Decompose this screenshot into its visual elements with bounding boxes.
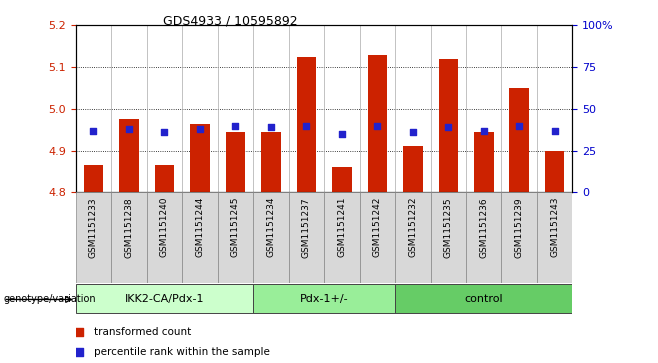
- FancyBboxPatch shape: [111, 192, 147, 283]
- FancyBboxPatch shape: [253, 284, 395, 313]
- FancyBboxPatch shape: [218, 192, 253, 283]
- FancyBboxPatch shape: [76, 284, 253, 313]
- FancyBboxPatch shape: [289, 192, 324, 283]
- FancyBboxPatch shape: [324, 192, 359, 283]
- FancyBboxPatch shape: [253, 192, 289, 283]
- Text: percentile rank within the sample: percentile rank within the sample: [93, 347, 270, 357]
- Point: [230, 123, 241, 129]
- FancyBboxPatch shape: [501, 192, 537, 283]
- Text: GSM1151240: GSM1151240: [160, 197, 169, 257]
- Text: GSM1151238: GSM1151238: [124, 197, 134, 258]
- Point: [407, 129, 418, 135]
- Bar: [155, 165, 174, 192]
- Point: [124, 126, 134, 132]
- FancyBboxPatch shape: [76, 192, 111, 283]
- Point: [265, 91, 275, 97]
- FancyBboxPatch shape: [395, 192, 430, 283]
- Text: GSM1151244: GSM1151244: [195, 197, 205, 257]
- Bar: [545, 151, 565, 192]
- Point: [159, 129, 170, 135]
- FancyBboxPatch shape: [466, 192, 501, 283]
- Point: [301, 123, 312, 129]
- FancyBboxPatch shape: [182, 192, 218, 283]
- Bar: [119, 119, 139, 192]
- FancyBboxPatch shape: [359, 192, 395, 283]
- FancyBboxPatch shape: [537, 192, 572, 283]
- Bar: [368, 55, 387, 192]
- Bar: [226, 132, 245, 192]
- Text: GSM1151239: GSM1151239: [515, 197, 524, 258]
- Text: GSM1151243: GSM1151243: [550, 197, 559, 257]
- Text: control: control: [465, 294, 503, 303]
- Text: GSM1151234: GSM1151234: [266, 197, 275, 257]
- Text: GSM1151232: GSM1151232: [408, 197, 417, 257]
- Text: Pdx-1+/-: Pdx-1+/-: [300, 294, 348, 303]
- Bar: [190, 123, 210, 192]
- Text: GSM1151245: GSM1151245: [231, 197, 240, 257]
- Point: [266, 125, 276, 130]
- FancyBboxPatch shape: [147, 192, 182, 283]
- FancyBboxPatch shape: [395, 284, 572, 313]
- Bar: [261, 132, 280, 192]
- Point: [514, 123, 524, 129]
- Point: [443, 125, 453, 130]
- Point: [336, 131, 347, 137]
- Text: GDS4933 / 10595892: GDS4933 / 10595892: [163, 15, 297, 28]
- Bar: [403, 146, 422, 192]
- Bar: [84, 165, 103, 192]
- Point: [372, 123, 382, 129]
- Text: GSM1151235: GSM1151235: [443, 197, 453, 258]
- Text: IKK2-CA/Pdx-1: IKK2-CA/Pdx-1: [124, 294, 204, 303]
- Point: [195, 126, 205, 132]
- Text: GSM1151241: GSM1151241: [338, 197, 346, 257]
- Bar: [474, 132, 494, 192]
- Point: [88, 128, 99, 134]
- Bar: [438, 59, 458, 192]
- Text: GSM1151242: GSM1151242: [373, 197, 382, 257]
- FancyBboxPatch shape: [430, 192, 466, 283]
- Text: genotype/variation: genotype/variation: [3, 294, 96, 305]
- Bar: [332, 167, 351, 192]
- Point: [549, 128, 560, 134]
- Bar: [297, 57, 316, 192]
- Text: GSM1151233: GSM1151233: [89, 197, 98, 258]
- Point: [265, 272, 275, 278]
- Text: GSM1151236: GSM1151236: [479, 197, 488, 258]
- Point: [478, 128, 489, 134]
- Bar: [509, 88, 529, 192]
- Text: GSM1151237: GSM1151237: [302, 197, 311, 258]
- Text: transformed count: transformed count: [93, 327, 191, 337]
